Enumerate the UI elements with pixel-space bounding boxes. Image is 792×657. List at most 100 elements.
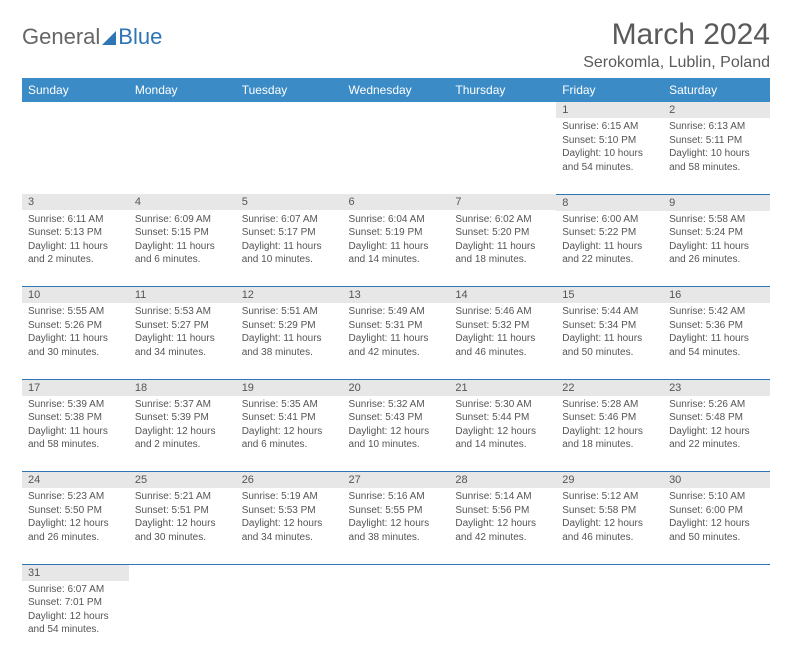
daynum-cell: 28: [449, 472, 556, 489]
day-number: 1: [556, 102, 663, 118]
day-cell: [343, 118, 450, 194]
sunrise-line: Sunrise: 5:46 AM: [455, 305, 550, 319]
sunset-line: Sunset: 5:56 PM: [455, 504, 550, 518]
daynum-row: 3456789: [22, 194, 770, 211]
day-number: 12: [236, 287, 343, 303]
weekday-header: Friday: [556, 78, 663, 102]
day-number: 31: [22, 565, 129, 581]
day-details: Sunrise: 6:02 AMSunset: 5:20 PMDaylight:…: [449, 211, 556, 271]
sunrise-line: Sunrise: 5:10 AM: [669, 490, 764, 504]
day-cell: [343, 581, 450, 657]
daynum-cell: 19: [236, 379, 343, 396]
week-row: Sunrise: 5:23 AMSunset: 5:50 PMDaylight:…: [22, 488, 770, 564]
day-cell: Sunrise: 6:07 AMSunset: 7:01 PMDaylight:…: [22, 581, 129, 657]
daylight-line: Daylight: 11 hours and 34 minutes.: [135, 332, 230, 359]
daylight-line: Daylight: 11 hours and 46 minutes.: [455, 332, 550, 359]
sunrise-line: Sunrise: 5:44 AM: [562, 305, 657, 319]
weekday-header: Tuesday: [236, 78, 343, 102]
sunrise-line: Sunrise: 5:53 AM: [135, 305, 230, 319]
page-header: GeneralBlue March 2024 Serokomla, Lublin…: [22, 18, 770, 72]
day-cell: Sunrise: 5:44 AMSunset: 5:34 PMDaylight:…: [556, 303, 663, 379]
day-cell: Sunrise: 5:49 AMSunset: 5:31 PMDaylight:…: [343, 303, 450, 379]
day-cell: Sunrise: 5:55 AMSunset: 5:26 PMDaylight:…: [22, 303, 129, 379]
day-details: Sunrise: 5:51 AMSunset: 5:29 PMDaylight:…: [236, 303, 343, 363]
sunrise-line: Sunrise: 5:32 AM: [349, 398, 444, 412]
daynum-cell: 2: [663, 102, 770, 118]
daynum-cell: 3: [22, 194, 129, 211]
daylight-line: Daylight: 12 hours and 46 minutes.: [562, 517, 657, 544]
daynum-cell: [663, 564, 770, 581]
day-cell: Sunrise: 5:21 AMSunset: 5:51 PMDaylight:…: [129, 488, 236, 564]
daynum-cell: 11: [129, 287, 236, 304]
daynum-cell: 31: [22, 564, 129, 581]
sunset-line: Sunset: 5:41 PM: [242, 411, 337, 425]
sunset-line: Sunset: 5:48 PM: [669, 411, 764, 425]
sunset-line: Sunset: 5:11 PM: [669, 134, 764, 148]
day-cell: Sunrise: 6:15 AMSunset: 5:10 PMDaylight:…: [556, 118, 663, 194]
daynum-cell: [22, 102, 129, 118]
day-number: 8: [556, 195, 663, 211]
day-number: [343, 102, 450, 118]
sunrise-line: Sunrise: 6:02 AM: [455, 213, 550, 227]
day-cell: [663, 581, 770, 657]
daylight-line: Daylight: 10 hours and 54 minutes.: [562, 147, 657, 174]
daynum-row: 24252627282930: [22, 472, 770, 489]
sunrise-line: Sunrise: 5:21 AM: [135, 490, 230, 504]
day-number: 7: [449, 194, 556, 210]
sunrise-line: Sunrise: 5:58 AM: [669, 213, 764, 227]
sunset-line: Sunset: 5:43 PM: [349, 411, 444, 425]
day-details: Sunrise: 5:32 AMSunset: 5:43 PMDaylight:…: [343, 396, 450, 456]
sunrise-line: Sunrise: 5:30 AM: [455, 398, 550, 412]
day-number: 27: [343, 472, 450, 488]
day-cell: Sunrise: 5:37 AMSunset: 5:39 PMDaylight:…: [129, 396, 236, 472]
day-details: Sunrise: 6:15 AMSunset: 5:10 PMDaylight:…: [556, 118, 663, 178]
day-number: 21: [449, 380, 556, 396]
day-details: Sunrise: 5:21 AMSunset: 5:51 PMDaylight:…: [129, 488, 236, 548]
day-number: 5: [236, 194, 343, 210]
day-number: 16: [663, 287, 770, 303]
day-details: Sunrise: 5:12 AMSunset: 5:58 PMDaylight:…: [556, 488, 663, 548]
daynum-cell: 5: [236, 194, 343, 211]
day-cell: Sunrise: 5:16 AMSunset: 5:55 PMDaylight:…: [343, 488, 450, 564]
day-details: Sunrise: 5:58 AMSunset: 5:24 PMDaylight:…: [663, 211, 770, 271]
day-number: 6: [343, 194, 450, 210]
weekday-header-row: SundayMondayTuesdayWednesdayThursdayFrid…: [22, 78, 770, 102]
weekday-header: Sunday: [22, 78, 129, 102]
day-details: Sunrise: 5:30 AMSunset: 5:44 PMDaylight:…: [449, 396, 556, 456]
daylight-line: Daylight: 11 hours and 38 minutes.: [242, 332, 337, 359]
day-details: Sunrise: 5:10 AMSunset: 6:00 PMDaylight:…: [663, 488, 770, 548]
daynum-cell: [343, 564, 450, 581]
daylight-line: Daylight: 11 hours and 2 minutes.: [28, 240, 123, 267]
daylight-line: Daylight: 11 hours and 54 minutes.: [669, 332, 764, 359]
day-details: Sunrise: 5:19 AMSunset: 5:53 PMDaylight:…: [236, 488, 343, 548]
day-details: Sunrise: 5:37 AMSunset: 5:39 PMDaylight:…: [129, 396, 236, 456]
sunset-line: Sunset: 5:51 PM: [135, 504, 230, 518]
sunrise-line: Sunrise: 5:51 AM: [242, 305, 337, 319]
day-cell: Sunrise: 6:11 AMSunset: 5:13 PMDaylight:…: [22, 211, 129, 287]
day-cell: Sunrise: 5:28 AMSunset: 5:46 PMDaylight:…: [556, 396, 663, 472]
sunrise-line: Sunrise: 6:09 AM: [135, 213, 230, 227]
daylight-line: Daylight: 12 hours and 54 minutes.: [28, 610, 123, 637]
daylight-line: Daylight: 12 hours and 50 minutes.: [669, 517, 764, 544]
sunset-line: Sunset: 5:26 PM: [28, 319, 123, 333]
day-cell: Sunrise: 5:30 AMSunset: 5:44 PMDaylight:…: [449, 396, 556, 472]
day-number: 25: [129, 472, 236, 488]
day-details: Sunrise: 5:49 AMSunset: 5:31 PMDaylight:…: [343, 303, 450, 363]
daylight-line: Daylight: 11 hours and 14 minutes.: [349, 240, 444, 267]
daynum-cell: 21: [449, 379, 556, 396]
day-details: Sunrise: 6:07 AMSunset: 5:17 PMDaylight:…: [236, 211, 343, 271]
sunset-line: Sunset: 5:46 PM: [562, 411, 657, 425]
sunrise-line: Sunrise: 6:07 AM: [28, 583, 123, 597]
sunrise-line: Sunrise: 6:13 AM: [669, 120, 764, 134]
daylight-line: Daylight: 11 hours and 22 minutes.: [562, 240, 657, 267]
sunrise-line: Sunrise: 5:26 AM: [669, 398, 764, 412]
day-details: Sunrise: 5:42 AMSunset: 5:36 PMDaylight:…: [663, 303, 770, 363]
daylight-line: Daylight: 11 hours and 6 minutes.: [135, 240, 230, 267]
sunset-line: Sunset: 5:15 PM: [135, 226, 230, 240]
day-number: 24: [22, 472, 129, 488]
sunset-line: Sunset: 5:10 PM: [562, 134, 657, 148]
day-number: 29: [556, 472, 663, 488]
week-row: Sunrise: 6:07 AMSunset: 7:01 PMDaylight:…: [22, 581, 770, 657]
daylight-line: Daylight: 11 hours and 42 minutes.: [349, 332, 444, 359]
day-number: 3: [22, 194, 129, 210]
